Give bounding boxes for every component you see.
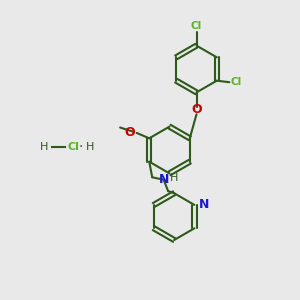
Text: Cl: Cl (191, 21, 202, 31)
Text: H: H (170, 173, 178, 183)
Text: Cl: Cl (68, 142, 80, 152)
Text: Cl: Cl (231, 77, 242, 87)
Text: N: N (199, 198, 210, 212)
Text: O: O (125, 126, 135, 139)
Text: N: N (158, 173, 169, 186)
Text: H: H (40, 142, 49, 152)
Text: ·: · (78, 140, 82, 154)
Text: O: O (191, 103, 202, 116)
Text: H: H (85, 142, 94, 152)
